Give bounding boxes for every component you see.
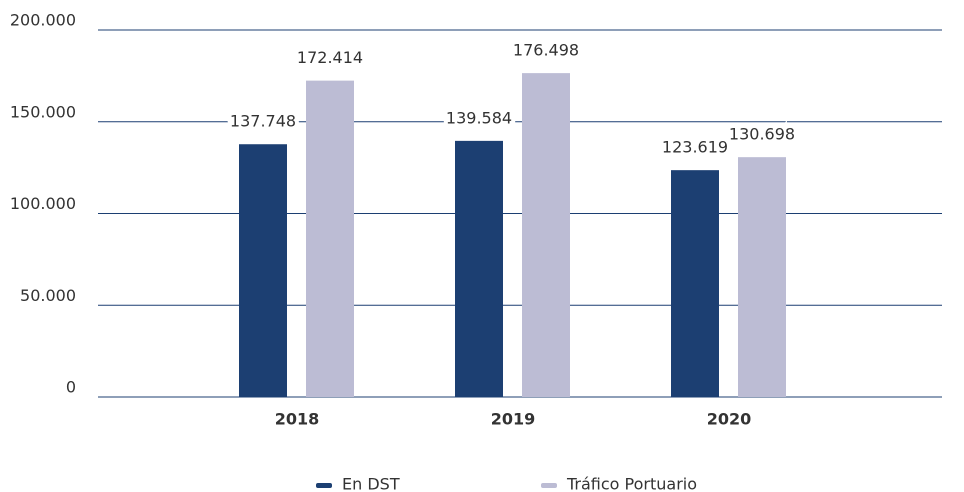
bar bbox=[306, 80, 354, 398]
legend-swatch bbox=[316, 483, 332, 488]
value-label: 172.414 bbox=[297, 48, 363, 67]
value-label: 137.748 bbox=[230, 112, 296, 131]
value-label: 130.698 bbox=[729, 125, 795, 144]
legend-label: Tráfico Portuario bbox=[566, 475, 697, 492]
x-tick-label: 2018 bbox=[275, 410, 320, 429]
y-tick-label: 200.000 bbox=[10, 11, 76, 30]
value-label: 176.498 bbox=[513, 41, 579, 60]
x-tick-label: 2020 bbox=[707, 410, 752, 429]
y-tick-label: 150.000 bbox=[10, 102, 76, 121]
value-label: 139.584 bbox=[446, 108, 512, 127]
bar bbox=[738, 157, 786, 397]
y-tick-label: 50.000 bbox=[20, 286, 76, 305]
bar bbox=[239, 144, 287, 397]
legend-swatch bbox=[541, 483, 557, 488]
y-tick-label: 100.000 bbox=[10, 194, 76, 213]
bar bbox=[455, 140, 503, 398]
bar bbox=[522, 73, 570, 398]
bar bbox=[671, 170, 719, 397]
y-tick-label: 0 bbox=[66, 378, 76, 397]
x-tick-label: 2019 bbox=[491, 410, 536, 429]
value-label: 123.619 bbox=[662, 138, 728, 157]
legend-label: En DST bbox=[342, 475, 400, 492]
